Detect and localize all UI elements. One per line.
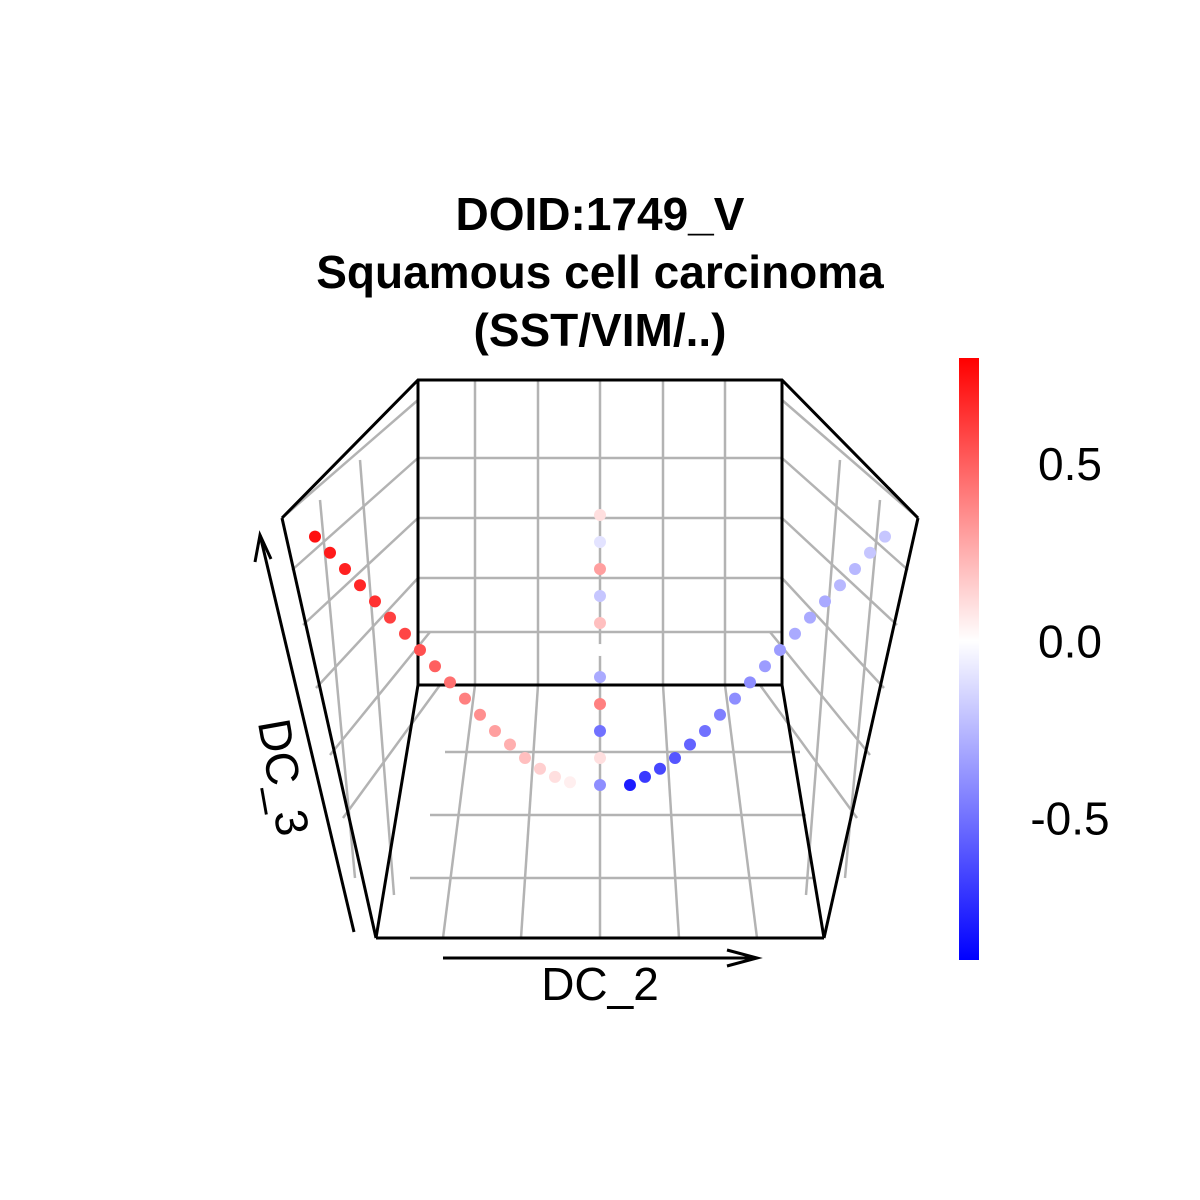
- data-point: [459, 692, 471, 705]
- data-point: [474, 708, 486, 721]
- data-point: [594, 779, 606, 791]
- frame-right-edge: [822, 517, 920, 939]
- data-point: [789, 627, 801, 640]
- data-point: [399, 627, 411, 640]
- data-point: [324, 546, 336, 559]
- data-point: [804, 611, 816, 624]
- data-point: [534, 762, 546, 775]
- colorbar-tick-label: 0.0: [1038, 615, 1102, 667]
- data-point: [654, 762, 666, 775]
- data-point: [594, 617, 606, 629]
- axis-arrows: [253, 530, 763, 968]
- grid-line: [291, 457, 419, 571]
- x-axis-arrowhead: [726, 948, 763, 968]
- data-point: [549, 770, 561, 783]
- data-point: [849, 563, 861, 575]
- data-point: [414, 644, 426, 656]
- grid-line: [315, 577, 419, 689]
- x-axis-label: DC_2: [541, 958, 659, 1010]
- frame-back-top: [280, 378, 920, 520]
- data-point: [669, 752, 681, 764]
- frame-floor-left: [374, 684, 420, 939]
- data-point: [624, 779, 636, 791]
- colorbar-ticks: 0.5 0.0 -0.5: [1030, 438, 1109, 844]
- data-point: [519, 752, 531, 764]
- data-point: [594, 671, 606, 683]
- data-point: [564, 776, 576, 789]
- z-axis-arrow: [258, 534, 356, 933]
- colorbar: [959, 358, 979, 960]
- grid-line: [781, 399, 919, 519]
- data-point: [594, 752, 606, 764]
- data-point: [384, 611, 396, 624]
- grid-line: [781, 517, 898, 626]
- data-point: [339, 563, 351, 575]
- grid-line: [769, 631, 871, 756]
- frame-floor-right: [780, 684, 826, 939]
- grid-line: [358, 459, 396, 896]
- grid-line: [723, 684, 759, 939]
- grid-line: [302, 517, 419, 626]
- data-point: [369, 595, 381, 608]
- z-axis-label: DC_3: [248, 715, 320, 840]
- grid-line: [758, 684, 859, 819]
- data-point: [489, 725, 501, 737]
- data-point: [354, 579, 366, 592]
- data-point: [594, 563, 606, 575]
- data-point: [639, 770, 651, 783]
- data-point: [444, 676, 456, 689]
- grid-line: [781, 577, 885, 689]
- chart-title-line-2: Squamous cell carcinoma: [316, 246, 884, 298]
- data-point: [819, 595, 831, 608]
- data-point: [309, 530, 321, 543]
- data-point: [744, 676, 756, 689]
- chart-title-line-3: (SST/VIM/..): [474, 304, 727, 356]
- data-point: [594, 725, 606, 737]
- grid-line: [281, 399, 419, 519]
- data-point: [879, 530, 891, 543]
- data-point: [429, 660, 441, 673]
- data-point: [729, 692, 741, 705]
- grid-line: [519, 684, 540, 939]
- grid-line: [661, 684, 681, 939]
- grid-line: [804, 459, 842, 896]
- grid-line: [441, 684, 477, 939]
- data-point: [774, 644, 786, 656]
- data-point: [699, 725, 711, 737]
- grid-line: [341, 684, 442, 819]
- data-points: [309, 509, 891, 791]
- data-point: [594, 509, 606, 521]
- data-point: [834, 579, 846, 592]
- data-point: [594, 536, 606, 548]
- grid-lines: [281, 380, 919, 939]
- data-point: [504, 738, 516, 751]
- frame-left-edge: [280, 517, 378, 939]
- data-point: [594, 590, 606, 602]
- grid-line: [329, 631, 431, 756]
- data-point: [594, 698, 606, 710]
- z-axis-arrowhead: [253, 530, 273, 563]
- data-point: [714, 708, 726, 721]
- data-point: [759, 660, 771, 673]
- data-point: [594, 644, 606, 656]
- plot-frame: [280, 378, 920, 940]
- grid-line: [781, 457, 909, 571]
- data-point: [684, 738, 696, 751]
- colorbar-tick-label: 0.5: [1038, 438, 1102, 490]
- data-point: [864, 546, 876, 559]
- colorbar-tick-label: -0.5: [1030, 792, 1109, 844]
- chart-title-line-1: DOID:1749_V: [456, 188, 745, 240]
